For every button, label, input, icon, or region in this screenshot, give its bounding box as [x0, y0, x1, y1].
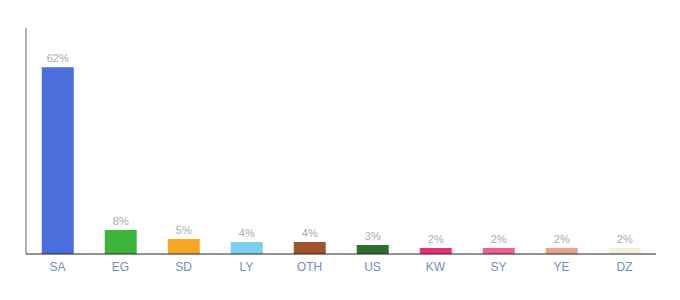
- svg-text:8%: 8%: [113, 215, 129, 227]
- svg-text:EG: EG: [112, 260, 129, 274]
- svg-text:OTH: OTH: [297, 260, 322, 274]
- svg-text:US: US: [364, 260, 381, 274]
- svg-text:2%: 2%: [554, 233, 570, 245]
- svg-text:LY: LY: [240, 260, 254, 274]
- svg-text:DZ: DZ: [617, 260, 633, 274]
- svg-text:KW: KW: [426, 260, 446, 274]
- svg-text:YE: YE: [553, 260, 569, 274]
- svg-text:SD: SD: [175, 260, 192, 274]
- svg-text:62%: 62%: [47, 52, 69, 64]
- svg-text:2%: 2%: [491, 233, 507, 245]
- svg-text:3%: 3%: [365, 230, 381, 242]
- svg-text:5%: 5%: [176, 224, 192, 236]
- svg-text:2%: 2%: [428, 233, 444, 245]
- svg-text:2%: 2%: [617, 233, 633, 245]
- svg-text:4%: 4%: [302, 227, 318, 239]
- svg-text:SY: SY: [490, 260, 506, 274]
- svg-text:SA: SA: [49, 260, 65, 274]
- svg-text:4%: 4%: [239, 227, 255, 239]
